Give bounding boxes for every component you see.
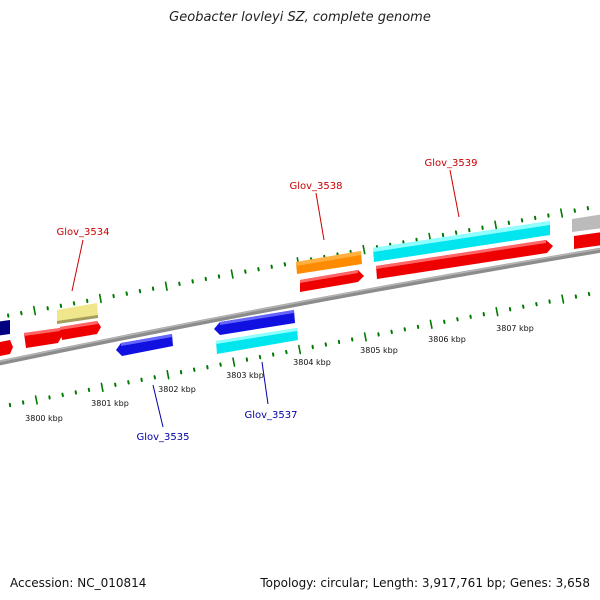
minor-tick xyxy=(72,301,76,306)
minor-tick xyxy=(244,269,247,274)
upper-tick-track xyxy=(7,204,600,318)
minor-tick xyxy=(285,349,288,355)
minor-tick xyxy=(258,354,262,360)
major-tick xyxy=(164,281,168,292)
minor-tick xyxy=(535,302,538,307)
genome-backbone xyxy=(0,247,600,366)
major-tick xyxy=(98,293,102,304)
gene-feature-red-left-edge[interactable] xyxy=(0,340,13,357)
gene-feature-red-right-edge[interactable] xyxy=(574,231,600,249)
minor-tick xyxy=(283,262,287,267)
minor-tick xyxy=(20,310,23,316)
minor-tick xyxy=(456,317,459,322)
major-tick xyxy=(494,220,498,230)
major-tick xyxy=(363,332,367,342)
minor-tick xyxy=(153,375,156,380)
minor-tick xyxy=(324,342,328,347)
minor-tick xyxy=(193,367,196,372)
minor-tick xyxy=(390,329,393,335)
major-tick xyxy=(166,369,170,380)
minor-tick xyxy=(454,230,458,235)
minor-tick xyxy=(520,218,524,223)
kbp-label: 3804 kbp xyxy=(293,358,331,367)
major-tick xyxy=(362,244,366,255)
major-tick xyxy=(429,319,433,330)
gene-feature-cyan-Glov_3537[interactable] xyxy=(216,328,298,354)
gene-feature-navy-left[interactable] xyxy=(0,320,10,336)
leader-line-Glov_3538 xyxy=(315,192,325,241)
major-tick xyxy=(297,344,302,355)
major-tick xyxy=(34,395,38,405)
major-tick xyxy=(232,357,236,367)
minor-tick xyxy=(507,220,511,225)
kbp-label: 3805 kbp xyxy=(360,346,398,355)
leader-line-Glov_3535 xyxy=(152,384,164,428)
kbp-label: 3806 kbp xyxy=(428,335,466,344)
minor-tick xyxy=(127,380,130,385)
leader-line-Glov_3539 xyxy=(449,169,460,218)
gene-feature-blue-Glov_3535[interactable] xyxy=(116,334,173,356)
map-title: Geobacter lovleyi SZ, complete genome xyxy=(169,10,431,25)
gene-feature-red-upper-3[interactable] xyxy=(300,270,364,292)
gene-label-Glov_3534[interactable]: Glov_3534 xyxy=(56,227,109,238)
minor-tick xyxy=(87,387,91,392)
leader-line-Glov_3537 xyxy=(261,361,269,405)
gene-feature-red-upper-4[interactable] xyxy=(376,240,553,279)
minor-tick xyxy=(178,281,181,286)
minor-tick xyxy=(138,289,142,294)
genome-summary-text: Topology: circular; Length: 3,917,761 bp… xyxy=(260,576,590,590)
gene-label-Glov_3537[interactable]: Glov_3537 xyxy=(244,410,297,421)
accession-text: Accession: NC_010814 xyxy=(10,576,147,590)
gene-feature-cyan-Glov_3539[interactable] xyxy=(373,221,550,262)
kbp-label: 3802 kbp xyxy=(158,385,196,394)
minor-tick xyxy=(573,208,576,213)
major-tick xyxy=(561,294,565,304)
gene-label-Glov_3539[interactable]: Glov_3539 xyxy=(424,158,477,169)
kbp-label: 3800 kbp xyxy=(25,414,63,423)
major-tick xyxy=(100,382,104,393)
minor-tick xyxy=(402,240,405,245)
minor-tick xyxy=(125,291,128,296)
gene-feature-blue-lower-2[interactable] xyxy=(214,310,295,335)
minor-tick xyxy=(191,279,194,284)
gene-feature-red-upper-1[interactable] xyxy=(24,328,62,348)
gene-feature-orange-Glov_3538[interactable] xyxy=(296,251,362,274)
gene-label-Glov_3538[interactable]: Glov_3538 xyxy=(289,181,342,192)
major-tick xyxy=(559,208,564,218)
minor-tick xyxy=(522,304,525,309)
major-tick xyxy=(230,269,234,279)
major-tick xyxy=(495,306,499,317)
minor-tick xyxy=(587,291,591,297)
gene-feature-red-upper-2[interactable] xyxy=(60,321,101,340)
kbp-label: 3801 kbp xyxy=(91,399,129,408)
gene-feature-grey-right[interactable] xyxy=(572,213,600,232)
genome-backbone-highlight xyxy=(0,248,600,363)
minor-tick xyxy=(21,400,25,405)
major-tick xyxy=(32,305,37,316)
leader-line-Glov_3534 xyxy=(71,239,84,292)
lower-tick-track xyxy=(8,291,591,408)
kbp-label: 3807 kbp xyxy=(496,324,534,333)
kbp-label: 3803 kbp xyxy=(226,371,264,380)
gene-label-Glov_3535[interactable]: Glov_3535 xyxy=(136,432,189,443)
minor-tick xyxy=(61,392,64,398)
minor-tick xyxy=(219,362,222,367)
gene-feature-khaki-Glov_3534[interactable] xyxy=(57,303,98,324)
